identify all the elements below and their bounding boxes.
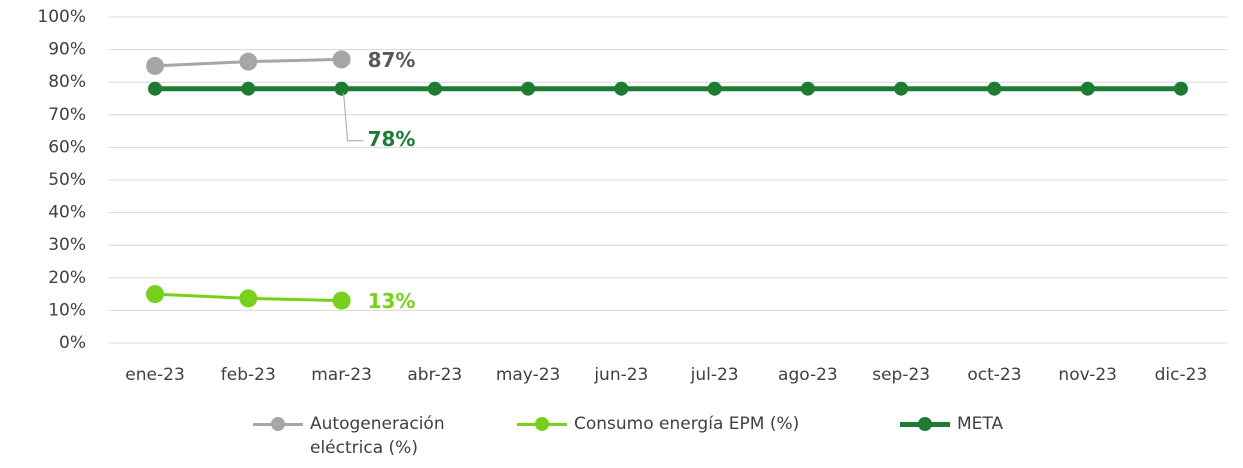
legend-label: Consumo energía EPM (%)	[574, 414, 800, 434]
y-tick-label: 0%	[59, 333, 86, 353]
leader-line	[343, 92, 364, 142]
legend-marker	[271, 417, 285, 431]
x-tick-label: oct-23	[967, 365, 1021, 385]
legend-swatch	[517, 417, 567, 431]
x-tick-label: jul-23	[690, 365, 739, 385]
point	[146, 285, 165, 304]
point	[521, 81, 536, 96]
x-tick-label: abr-23	[407, 365, 462, 385]
point	[800, 81, 815, 96]
legend-label: Autogeneración eléctrica (%)	[310, 414, 445, 458]
y-tick-label: 60%	[48, 137, 86, 157]
x-tick-label: dic-23	[1155, 365, 1208, 385]
point	[334, 81, 349, 96]
point	[332, 50, 351, 69]
point	[894, 81, 909, 96]
point	[146, 56, 165, 75]
y-tick-label: 100%	[37, 7, 86, 27]
y-tick-label: 10%	[48, 300, 86, 320]
data-label: 78%	[368, 127, 416, 151]
point	[148, 81, 163, 96]
point	[614, 81, 629, 96]
x-tick-label: may-23	[496, 365, 561, 385]
point	[427, 81, 442, 96]
y-tick-label: 80%	[48, 72, 86, 92]
data-label: 13%	[368, 289, 416, 313]
x-tick-label: jun-23	[593, 365, 648, 385]
point	[239, 289, 258, 308]
legend-swatch	[253, 417, 303, 431]
x-tick-label: sep-23	[872, 365, 930, 385]
plot: 0% 10% 20% 30% 40% 50% 60% 70% 80% 90% 100% ene-23 f…	[37, 7, 1228, 385]
point	[241, 81, 256, 96]
data-label: 87%	[368, 48, 416, 72]
y-tick-label: 50%	[48, 170, 86, 190]
x-tick-label: feb-23	[221, 365, 276, 385]
point	[987, 81, 1002, 96]
y-tick-label: 20%	[48, 268, 86, 288]
x-tick-label: ene-23	[125, 365, 184, 385]
x-tick-label: ago-23	[778, 365, 838, 385]
point	[1080, 81, 1095, 96]
point	[239, 52, 258, 71]
point	[707, 81, 722, 96]
y-tick-label: 40%	[48, 203, 86, 223]
legend-marker	[535, 417, 549, 431]
y-tick-label: 30%	[48, 235, 86, 255]
legend-marker	[918, 417, 932, 431]
point	[1173, 81, 1188, 96]
legend-label: META	[957, 414, 1004, 434]
x-tick-label: nov-23	[1058, 365, 1117, 385]
legend-swatch	[900, 417, 950, 431]
x-tick-label: mar-23	[311, 365, 372, 385]
point	[332, 291, 351, 310]
y-tick-label: 70%	[48, 105, 86, 125]
y-tick-label: 90%	[48, 40, 86, 60]
